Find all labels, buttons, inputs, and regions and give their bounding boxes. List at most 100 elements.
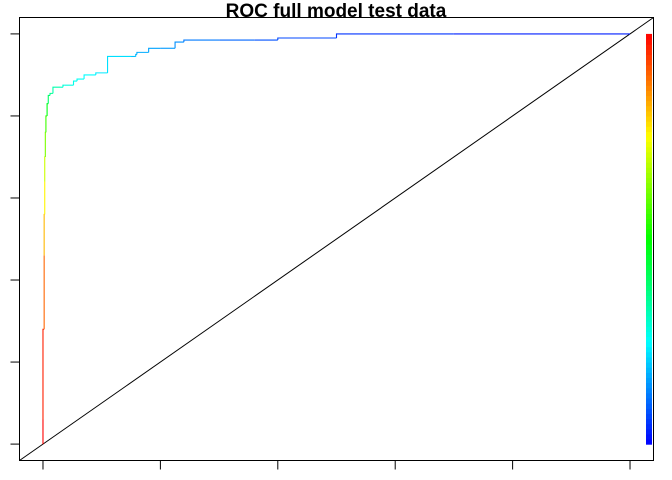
colorbar-cell-16 (646, 356, 652, 363)
colorbar-cell-62 (646, 121, 652, 127)
colorbar-cell-44 (646, 213, 652, 220)
colorbar-cell-55 (646, 156, 652, 163)
colorbar-cell-53 (646, 167, 652, 173)
roc-segment-22 (136, 51, 149, 55)
colorbar-cell-29 (646, 290, 652, 297)
colorbar-cell-57 (646, 146, 652, 153)
plot-frame (19, 17, 654, 461)
chart-title: ROC full model test data (225, 1, 447, 22)
colorbar-cell-78 (646, 39, 652, 45)
roc-segment-9 (47, 94, 51, 104)
colorbar-cell-28 (646, 295, 652, 302)
roc-segment-13 (62, 84, 65, 88)
colorbar-cell-20 (646, 336, 652, 343)
colorbar-cell-59 (646, 136, 652, 143)
colorbar-cell-79 (646, 33, 652, 40)
colorbar-cell-12 (646, 377, 652, 384)
colorbar-cell-8 (646, 397, 652, 404)
colorbar-cell-64 (646, 110, 652, 117)
colorbar-cell-69 (646, 85, 652, 91)
colorbar-cell-48 (646, 192, 652, 199)
colorbar-cell-54 (646, 162, 652, 168)
roc-curve (42, 33, 631, 445)
colorbar-cell-77 (646, 44, 652, 50)
colorbar-cell-61 (646, 126, 652, 132)
colorbar-cell-66 (646, 100, 652, 107)
roc-segment-6 (44, 131, 46, 157)
colorbar-cell-71 (646, 74, 652, 81)
colorbar-cell-30 (646, 285, 652, 291)
roc-segment-10 (49, 92, 53, 96)
colorbar-cell-40 (646, 233, 652, 240)
colorbar-cell-50 (646, 182, 652, 189)
colorbar-cell-46 (646, 203, 652, 209)
roc-segment-18 (95, 72, 108, 75)
colorbar-cell-42 (646, 223, 652, 230)
colorbar-cell-74 (646, 59, 652, 66)
colorbar-cell-7 (646, 403, 652, 409)
colorbar-cell-52 (646, 172, 652, 179)
colorbar-cell-45 (646, 208, 652, 214)
colorbar-cell-47 (646, 197, 652, 204)
colorbar-cell-49 (646, 187, 652, 194)
colorbar-cell-72 (646, 69, 652, 76)
colorbar-cell-36 (646, 254, 652, 261)
colorbar-cell-10 (646, 387, 652, 394)
colorbar-cell-17 (646, 351, 652, 358)
roc-segment-17 (83, 74, 96, 80)
colorbar-cell-4 (646, 418, 652, 425)
colorbar-cell-25 (646, 310, 652, 317)
roc-segment-23 (148, 47, 161, 53)
colorbar-cell-21 (646, 331, 652, 338)
colorbar-cell-60 (646, 131, 652, 138)
colorbar-cell-58 (646, 141, 652, 148)
colorbar-cell-27 (646, 300, 652, 307)
colorbar-cell-39 (646, 239, 652, 245)
colorbar-cell-73 (646, 64, 652, 71)
colorbar-cell-15 (646, 362, 652, 368)
colorbar (646, 33, 652, 445)
roc-segment-7 (45, 115, 48, 133)
roc-segment-30 (335, 33, 454, 39)
colorbar-cell-33 (646, 269, 652, 276)
roc-segment-19 (107, 55, 132, 73)
colorbar-cell-35 (646, 259, 652, 266)
colorbar-cell-70 (646, 80, 652, 86)
colorbar-cell-6 (646, 408, 652, 414)
colorbar-cell-13 (646, 372, 652, 379)
colorbar-cell-23 (646, 321, 652, 327)
roc-segment-8 (46, 103, 49, 116)
colorbar-cell-18 (646, 346, 652, 353)
colorbar-cell-1 (646, 433, 652, 440)
colorbar-cell-51 (646, 177, 652, 184)
colorbar-cell-38 (646, 244, 652, 250)
colorbar-cell-76 (646, 49, 652, 56)
reference-diagonal (19, 17, 654, 461)
colorbar-cell-26 (646, 305, 652, 312)
colorbar-cell-9 (646, 392, 652, 399)
colorbar-cell-5 (646, 413, 652, 420)
colorbar-cell-11 (646, 382, 652, 389)
roc-segment-21 (135, 53, 137, 57)
roc-segment-25 (174, 41, 184, 49)
colorbar-cell-41 (646, 228, 652, 235)
colorbar-cell-24 (646, 315, 652, 322)
colorbar-cell-32 (646, 274, 652, 281)
colorbar-cell-43 (646, 218, 652, 225)
roc-segment-11 (52, 86, 61, 94)
colorbar-cell-63 (646, 115, 652, 122)
colorbar-cell-22 (646, 326, 652, 332)
roc-segment-3 (43, 213, 45, 256)
colorbar-cell-0 (646, 438, 652, 445)
colorbar-cell-34 (646, 264, 652, 271)
colorbar-cell-2 (646, 428, 652, 435)
colorbar-cell-65 (646, 105, 652, 112)
colorbar-cell-75 (646, 54, 652, 61)
y-axis-ticks (10, 33, 20, 445)
roc-segment-1 (42, 328, 45, 420)
colorbar-cell-37 (646, 249, 652, 255)
colorbar-cell-31 (646, 280, 652, 286)
colorbar-cell-68 (646, 90, 652, 97)
colorbar-cell-67 (646, 95, 652, 102)
